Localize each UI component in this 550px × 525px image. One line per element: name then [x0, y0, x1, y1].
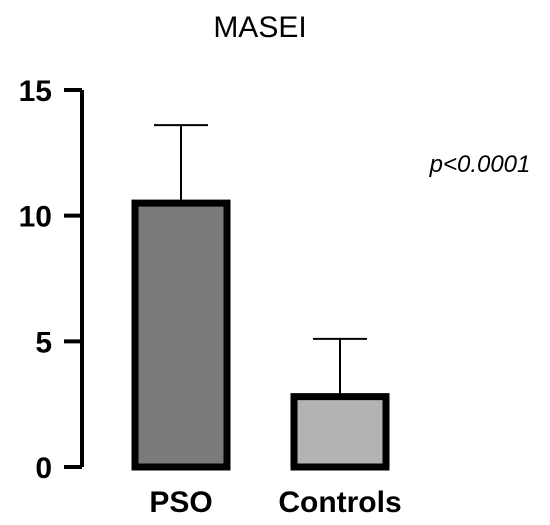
bars	[131, 199, 390, 471]
chart-title: MASEI	[213, 11, 306, 44]
bar-controls	[290, 393, 390, 471]
y-tick-label: 15	[19, 75, 52, 108]
p-value-annotation: p<0.0001	[429, 151, 531, 178]
x-category-label: PSO	[149, 486, 212, 519]
y-ticks: 0 5 10 15	[19, 75, 82, 485]
x-category-label: Controls	[278, 486, 401, 519]
bar-pso	[131, 199, 231, 471]
category-labels: PSO Controls	[149, 486, 401, 519]
error-bars	[154, 124, 367, 397]
y-tick-label: 0	[35, 452, 52, 485]
y-tick-label: 5	[35, 326, 52, 359]
y-tick-label: 10	[19, 201, 52, 234]
